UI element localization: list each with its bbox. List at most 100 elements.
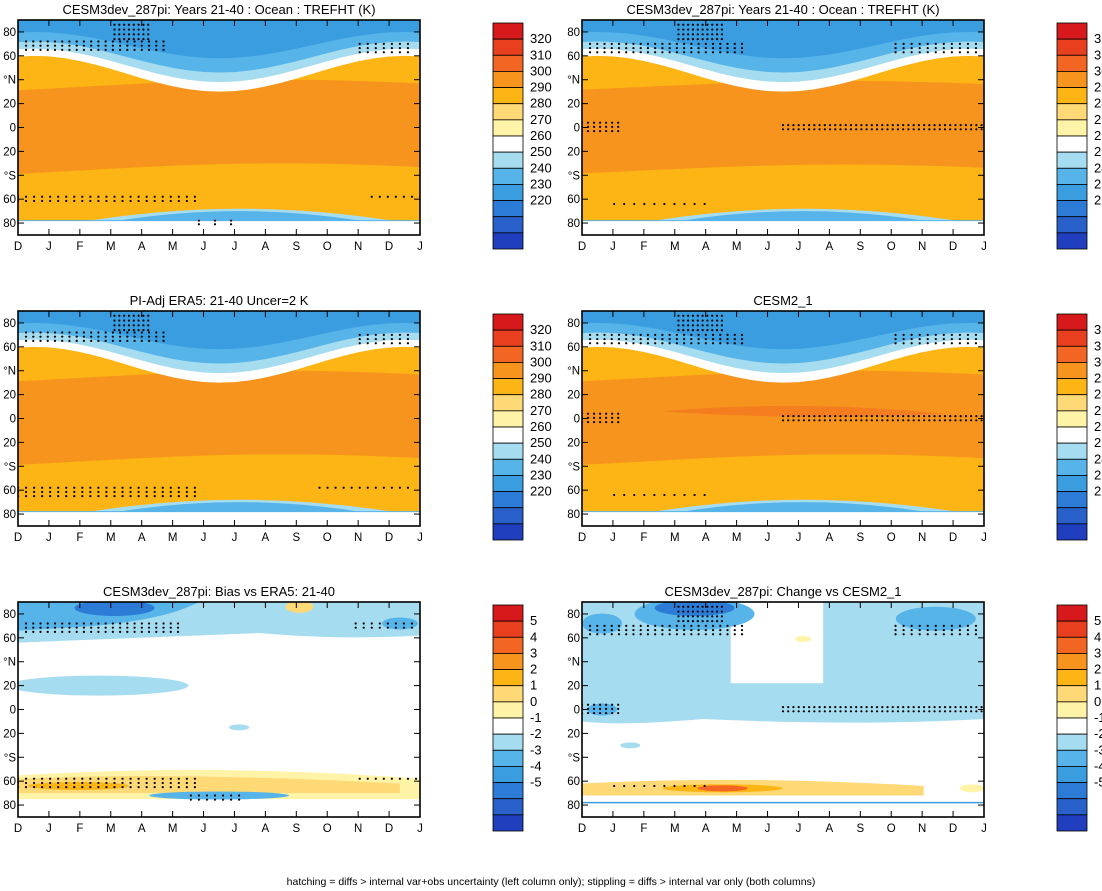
stipple-dot [410, 626, 414, 629]
stipple-dot [46, 335, 49, 338]
stipple-dot [682, 314, 685, 317]
stipple-dot [701, 620, 704, 623]
stipple-dot [691, 610, 695, 613]
stipple-dot [818, 710, 821, 713]
lat-label: 60 [3, 342, 16, 354]
stipple-dot [97, 339, 100, 342]
month-label: D [14, 241, 22, 253]
stipple-dot [691, 23, 695, 26]
stipple-dot [398, 333, 401, 336]
stipple-dot [140, 335, 143, 338]
stipple-dot [828, 128, 832, 131]
stipple-dot [137, 28, 140, 31]
stipple-dot [104, 48, 107, 51]
stipple-dot [964, 706, 968, 709]
stipple-dot [720, 314, 723, 317]
stippling [582, 314, 983, 497]
stipple-dot [68, 339, 71, 342]
stipple-dot [137, 777, 140, 780]
stipple-dot [625, 342, 628, 345]
stipple-dot [907, 415, 910, 418]
stipple-dot [398, 337, 401, 341]
stipple-dot [32, 339, 35, 342]
stipple-dot [118, 324, 121, 327]
stipple-dot [654, 628, 657, 632]
stipple-dot [687, 610, 690, 613]
southern-cap [118, 211, 360, 221]
stipple-dot [57, 495, 60, 498]
stipple-dot [881, 128, 884, 131]
stipple-dot [104, 331, 107, 334]
stipple-dot [410, 622, 414, 625]
stipple-dot [839, 710, 842, 713]
stipple-dot [374, 342, 377, 345]
stipple-dot [89, 195, 92, 198]
lat-label: °S [4, 461, 17, 473]
stipple-dot [374, 51, 377, 54]
month-label: A [262, 241, 270, 253]
stipple-dot [605, 412, 608, 415]
stipple-dot [390, 51, 393, 54]
stipple-dot [668, 633, 671, 636]
month-label: J [796, 532, 802, 544]
stipple-dot [24, 44, 28, 47]
stipple-dot [81, 490, 84, 494]
stipple-dot [928, 710, 931, 713]
month-label: J [201, 532, 207, 544]
stipple-dot [81, 777, 84, 780]
stipple-dot [603, 42, 606, 45]
stipple-dot [153, 490, 156, 494]
stipple-dot [147, 630, 151, 633]
stipple-dot [701, 615, 704, 618]
stipple-dot [632, 628, 635, 632]
lat-label: 60 [3, 51, 16, 63]
stipple-dot [406, 46, 410, 50]
month-label: O [323, 532, 332, 544]
stipple-dot [823, 415, 826, 418]
stipple-dot [875, 419, 879, 422]
stipple-dot [970, 710, 973, 713]
stipple-dot [111, 339, 114, 342]
stipple-dot [61, 40, 64, 43]
stipple-dot [706, 329, 709, 332]
colorbar-box [1056, 313, 1088, 331]
stipple-dot [813, 710, 816, 713]
stipple-dot [586, 129, 590, 133]
stipple-dot [390, 777, 393, 780]
stipple-dot [966, 333, 970, 336]
stipple-dot [902, 46, 905, 50]
panel-title: CESM3dev_287pi: Change vs CESM2_1 [664, 584, 901, 599]
stipple-dot [358, 51, 361, 54]
stipple-dot [639, 333, 642, 336]
stipple-dot [362, 622, 365, 625]
stipple-dot [97, 495, 100, 498]
stipple-dot [697, 624, 700, 627]
stipple-dot [129, 195, 132, 198]
stipple-dot [105, 777, 108, 780]
lat-label: 80 [3, 318, 16, 330]
stipple-dot [711, 324, 714, 327]
stipple-dot [675, 342, 678, 345]
stipple-dot [111, 40, 114, 43]
stipple-dot [923, 710, 926, 713]
month-label: F [640, 241, 647, 253]
stipple-dot [632, 633, 635, 636]
stipple-dot [715, 610, 719, 613]
stipple-dot [617, 624, 621, 627]
colorbar-box [492, 167, 524, 185]
stipple-dot [82, 48, 86, 51]
colorbar-label: 2 [530, 662, 537, 677]
lat-label: °N [567, 366, 580, 378]
stipple-dot [934, 628, 937, 632]
stipple-dot [24, 335, 28, 338]
stipple-dot [687, 23, 690, 26]
stipple-dot [726, 51, 729, 54]
stipple-dot [53, 40, 57, 43]
stipple-dot [663, 202, 666, 206]
stipple-dot [390, 342, 393, 345]
stipple-dot [185, 786, 188, 789]
stipple-dot [598, 420, 602, 424]
stipple-dot [706, 28, 709, 31]
colorbar-label: 220 [530, 484, 552, 499]
stipple-dot [366, 42, 369, 45]
